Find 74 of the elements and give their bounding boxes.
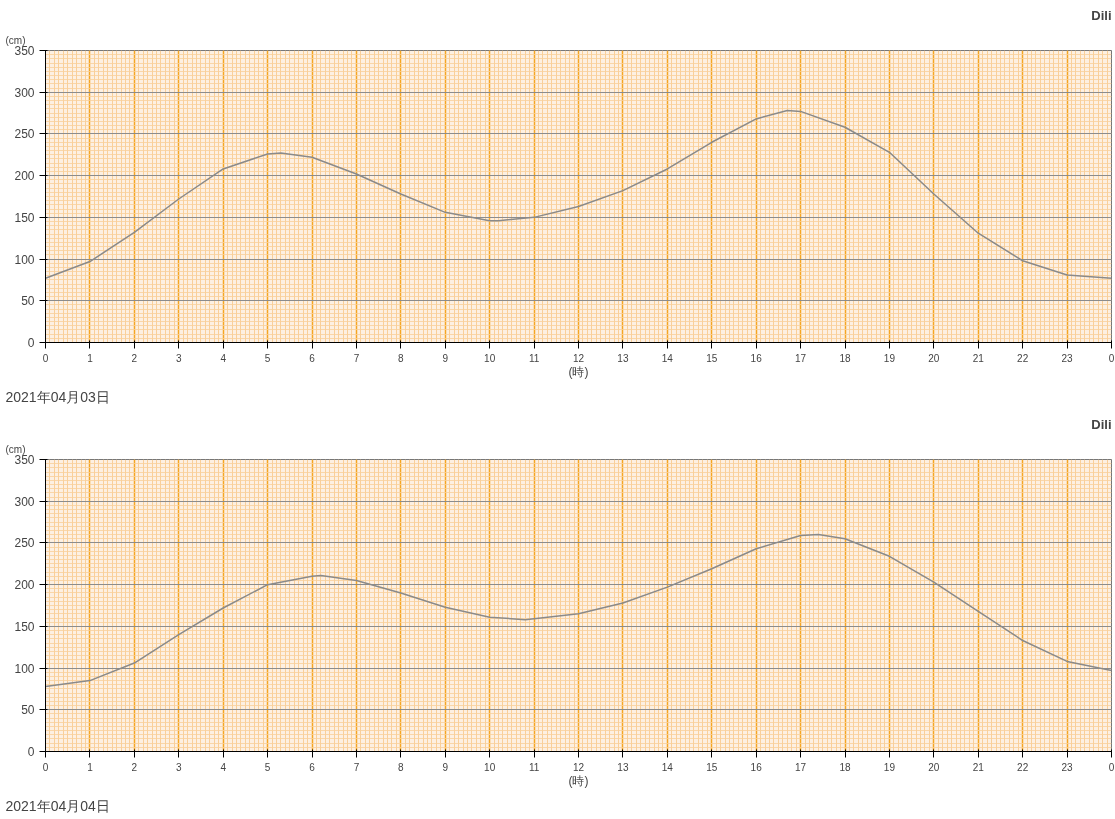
x-tick-label: 8: [398, 761, 405, 773]
x-tick-label: 5: [264, 352, 271, 364]
x-tick-label: 14: [661, 352, 674, 364]
x-tick-label: 3: [175, 761, 182, 773]
y-tick-label: 350: [14, 44, 35, 58]
x-tick-label: 0: [42, 761, 49, 773]
x-tick-label: 15: [706, 761, 718, 773]
y-tick-label: 0: [27, 745, 35, 759]
x-tick-label: 22: [1017, 352, 1029, 364]
x-tick-label: 10: [484, 352, 496, 364]
x-tick-label: 15: [706, 352, 718, 364]
x-tick-label: 21: [972, 761, 985, 773]
x-tick-label: 18: [839, 761, 851, 773]
x-tick-label: 13: [617, 761, 629, 773]
x-tick-label: 0: [1108, 761, 1115, 773]
x-tick-label: 1: [87, 352, 94, 364]
y-axis-title: (cm): [5, 443, 26, 455]
x-tick-label: 12: [572, 761, 585, 773]
x-tick-label: 22: [1017, 761, 1029, 773]
x-tick-label: 7: [353, 352, 360, 364]
y-tick-label: 150: [14, 210, 35, 225]
y-tick-label: 0: [27, 336, 35, 350]
x-tick-label: 17: [795, 352, 807, 364]
x-tick-label: 12: [572, 352, 585, 364]
y-tick-label: 300: [14, 85, 35, 100]
y-tick-label: 150: [14, 619, 35, 634]
x-tick-label: 6: [309, 352, 316, 364]
x-tick-label: 9: [442, 352, 449, 364]
x-tick-label: 1: [87, 761, 94, 773]
y-tick-label: 200: [14, 169, 35, 184]
chart-title: Dili: [1091, 7, 1112, 23]
x-tick-label: 0: [42, 352, 49, 364]
text: 2021年04月04日: [5, 797, 110, 814]
x-tick-label: 16: [750, 352, 763, 364]
y-tick-label: 250: [14, 536, 35, 551]
x-axis-title: (時): [568, 364, 589, 379]
y-tick-label: 50: [21, 294, 35, 309]
x-tick-label: 19: [883, 761, 896, 773]
x-tick-label: 5: [264, 761, 271, 773]
x-tick-label: 19: [883, 352, 896, 364]
x-tick-label: 3: [175, 352, 182, 364]
x-tick-label: 20: [928, 761, 940, 773]
x-tick-label: 2: [131, 352, 138, 364]
y-tick-label: 100: [14, 661, 35, 676]
x-tick-label: 7: [353, 761, 360, 773]
x-tick-label: 16: [750, 761, 763, 773]
x-tick-label: 11: [528, 352, 540, 364]
x-axis-title: (時): [568, 773, 589, 788]
y-axis-title: (cm): [5, 34, 26, 46]
y-tick-label: 200: [14, 578, 35, 593]
x-tick-label: 23: [1061, 761, 1074, 773]
x-tick-label: 13: [617, 352, 629, 364]
x-tick-label: 21: [972, 352, 985, 364]
y-tick-label: 250: [14, 127, 35, 142]
y-tick-label: 100: [14, 252, 35, 267]
x-tick-label: 4: [220, 352, 227, 364]
x-tick-label: 18: [839, 352, 851, 364]
x-tick-label: 0: [1108, 352, 1115, 364]
x-tick-label: 10: [484, 761, 496, 773]
x-tick-label: 17: [795, 761, 807, 773]
x-tick-label: 23: [1061, 352, 1074, 364]
y-tick-label: 350: [14, 453, 35, 467]
x-tick-label: 9: [442, 761, 449, 773]
x-tick-label: 6: [309, 761, 316, 773]
x-tick-label: 2: [131, 761, 138, 773]
x-tick-label: 8: [398, 352, 405, 364]
text: 2021年04月03日: [5, 388, 110, 405]
y-tick-label: 50: [21, 703, 35, 718]
x-tick-label: 20: [928, 352, 940, 364]
y-tick-label: 300: [14, 494, 35, 509]
x-tick-label: 4: [220, 761, 227, 773]
chart-title: Dili: [1091, 416, 1112, 432]
x-tick-label: 11: [528, 761, 540, 773]
x-tick-label: 14: [661, 761, 674, 773]
